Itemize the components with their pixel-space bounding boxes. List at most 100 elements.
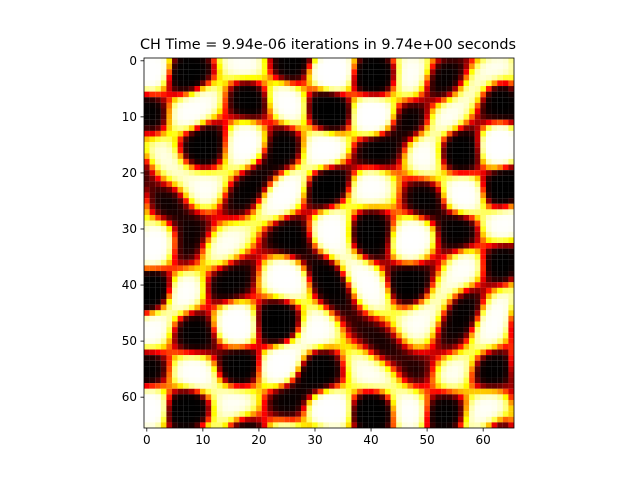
- heatmap-cell: [485, 377, 492, 384]
- heatmap-cell: [228, 63, 234, 70]
- heatmap-cell: [239, 271, 245, 277]
- heatmap-cell: [407, 366, 414, 372]
- heatmap-cell: [474, 416, 481, 423]
- heatmap-cell: [256, 394, 262, 401]
- heatmap-cell: [485, 237, 492, 244]
- heatmap-cell: [491, 209, 498, 216]
- heatmap-cell: [446, 248, 453, 255]
- heatmap-cell: [155, 405, 161, 412]
- heatmap-cell: [272, 170, 279, 176]
- heatmap-cell: [239, 265, 245, 272]
- heatmap-cell: [312, 416, 318, 423]
- heatmap-cell: [469, 231, 475, 238]
- heatmap-cell: [284, 265, 290, 272]
- heatmap-cell: [155, 310, 161, 316]
- heatmap-cell: [216, 248, 223, 255]
- heatmap-cell: [239, 343, 245, 350]
- heatmap-cell: [485, 293, 492, 300]
- heatmap-cell: [413, 276, 419, 283]
- heatmap-cell: [228, 259, 234, 266]
- heatmap-cell: [278, 136, 285, 143]
- heatmap-cell: [155, 282, 161, 288]
- heatmap-cell: [166, 147, 173, 154]
- heatmap-cell: [407, 310, 414, 316]
- heatmap-cell: [508, 299, 515, 305]
- heatmap-cell: [357, 74, 363, 81]
- heatmap-cell: [205, 299, 212, 305]
- heatmap-cell: [267, 231, 273, 238]
- heatmap-cell: [228, 203, 234, 210]
- heatmap-cell: [424, 186, 430, 193]
- heatmap-cell: [345, 383, 352, 389]
- heatmap-cell: [300, 198, 307, 204]
- heatmap-cell: [295, 220, 302, 227]
- heatmap-cell: [267, 186, 273, 193]
- heatmap-cell: [435, 299, 442, 305]
- heatmap-cell: [390, 142, 397, 148]
- heatmap-cell: [144, 158, 150, 165]
- heatmap-cell: [508, 394, 515, 401]
- heatmap-cell: [485, 158, 492, 165]
- heatmap-cell: [396, 237, 402, 244]
- heatmap-cell: [278, 80, 285, 87]
- heatmap-cell: [295, 394, 302, 401]
- heatmap-cell: [144, 142, 150, 148]
- heatmap-cell: [295, 147, 302, 154]
- heatmap-cell: [295, 181, 302, 187]
- heatmap-cell: [244, 321, 251, 328]
- heatmap-cell: [256, 304, 262, 311]
- heatmap-cell: [435, 108, 442, 115]
- heatmap-cell: [261, 377, 268, 384]
- heatmap-cell: [480, 360, 487, 367]
- heatmap-cell: [368, 416, 374, 423]
- heatmap-cell: [177, 405, 184, 412]
- heatmap-cell: [457, 136, 464, 143]
- heatmap-cell: [272, 80, 279, 87]
- heatmap-cell: [233, 416, 240, 423]
- heatmap-cell: [295, 153, 302, 159]
- heatmap-cell: [149, 338, 156, 344]
- heatmap-cell: [396, 198, 402, 204]
- heatmap-cell: [228, 276, 234, 283]
- heatmap-cell: [160, 69, 167, 75]
- heatmap-cell: [144, 282, 150, 288]
- heatmap-cell: [166, 248, 173, 255]
- heatmap-cell: [429, 377, 436, 384]
- heatmap-cell: [160, 142, 167, 148]
- heatmap-cell: [183, 254, 189, 260]
- heatmap-cell: [172, 237, 178, 244]
- heatmap-cell: [379, 164, 386, 171]
- heatmap-cell: [457, 74, 464, 81]
- heatmap-cell: [166, 175, 173, 182]
- heatmap-cell: [334, 383, 341, 389]
- heatmap-cell: [497, 175, 503, 182]
- heatmap-cell: [239, 198, 245, 204]
- heatmap-cell: [317, 147, 324, 154]
- heatmap-cell: [188, 282, 195, 288]
- heatmap-cell: [244, 214, 251, 221]
- y-tick-label: 60: [122, 390, 137, 404]
- heatmap-cell: [508, 388, 515, 395]
- heatmap-cell: [166, 243, 173, 249]
- heatmap-cell: [345, 405, 352, 412]
- heatmap-cell: [166, 422, 173, 429]
- heatmap-cell: [446, 125, 453, 131]
- heatmap-cell: [474, 349, 481, 356]
- heatmap-cell: [200, 371, 206, 378]
- heatmap-cell: [317, 327, 324, 333]
- heatmap-cell: [284, 276, 290, 283]
- heatmap-cell: [413, 394, 419, 401]
- heatmap-cell: [497, 164, 503, 171]
- heatmap-cell: [424, 377, 430, 384]
- heatmap-cell: [334, 102, 341, 109]
- heatmap-cell: [351, 355, 358, 361]
- heatmap-cell: [379, 119, 386, 126]
- heatmap-cell: [413, 130, 419, 137]
- heatmap-cell: [317, 321, 324, 328]
- heatmap-cell: [413, 198, 419, 204]
- heatmap-cell: [457, 142, 464, 148]
- heatmap-cell: [261, 411, 268, 417]
- heatmap-cell: [334, 125, 341, 131]
- heatmap-cell: [340, 209, 346, 216]
- heatmap-cell: [502, 276, 509, 283]
